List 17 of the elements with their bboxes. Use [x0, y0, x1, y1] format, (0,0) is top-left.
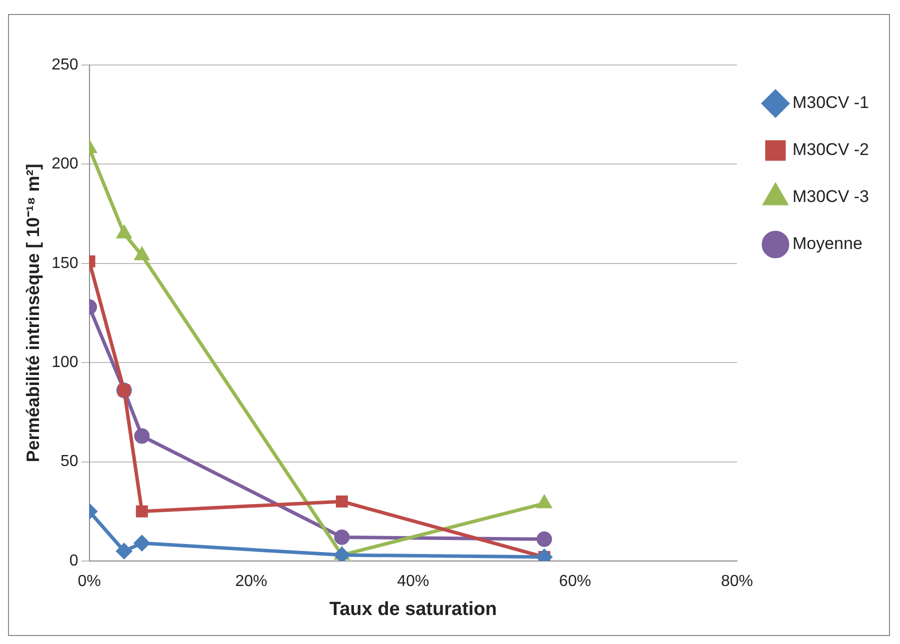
x-tick-label: 60% [559, 573, 592, 590]
y-tick-label: 50 [60, 453, 78, 470]
x-tick-label: 80% [720, 573, 753, 590]
legend-label: Moyenne [792, 234, 862, 254]
x-tick-label: 40% [397, 573, 430, 590]
legend-label: M30CV -2 [792, 140, 870, 160]
y-tick-label: 200 [52, 156, 78, 173]
y-tick-label: 150 [52, 254, 78, 272]
y-tick-label: 250 [52, 56, 78, 74]
x-tick-label: 20% [235, 573, 268, 590]
y-tick-label: 100 [52, 354, 78, 372]
legend-label: M30CV -3 [792, 187, 870, 206]
legend-label: M30CV -1 [792, 93, 870, 112]
x-tick-label: 0% [78, 573, 101, 590]
y-tick-label: 0 [69, 552, 78, 570]
x-axis-title: Taux de saturation [329, 598, 497, 620]
y-axis-title: Perméabilité intrinsèque [ 10⁻¹⁸ m²] [22, 164, 43, 462]
